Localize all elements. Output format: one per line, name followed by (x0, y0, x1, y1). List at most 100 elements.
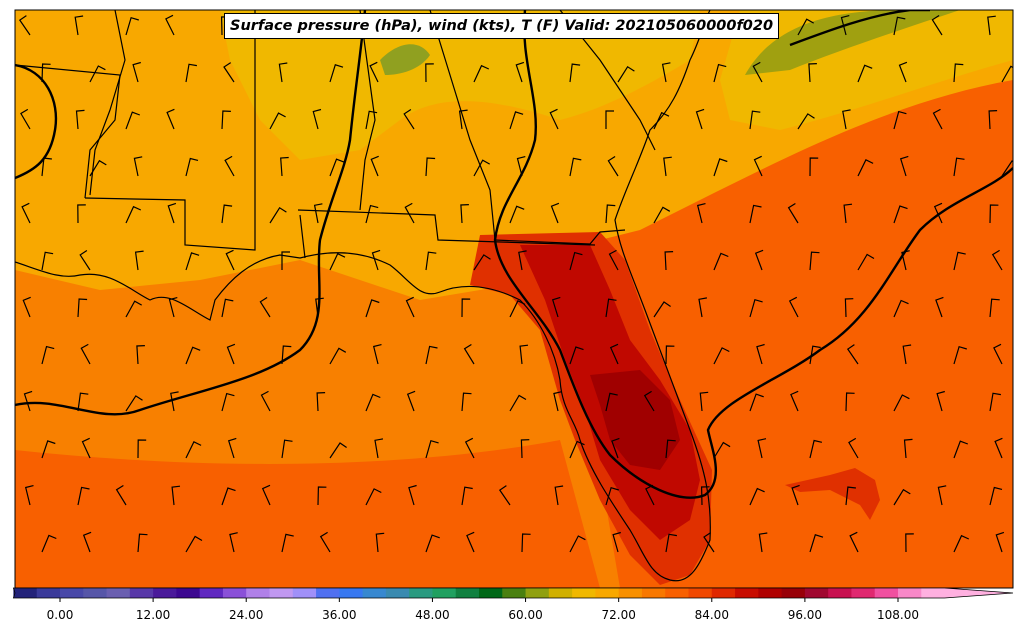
wind-barb (703, 532, 715, 553)
wind-barb (185, 346, 201, 365)
colorbar-swatch (735, 588, 759, 598)
wind-barb (375, 532, 385, 553)
wind-barb (988, 110, 998, 130)
wind-barb (902, 344, 912, 365)
wind-barb (611, 437, 620, 459)
colorbar-swatch (13, 588, 38, 598)
wind-barb (516, 156, 526, 177)
wind-barb (809, 251, 820, 271)
wind-barb (893, 16, 906, 36)
wind-barb (515, 61, 525, 83)
colorbar-swatch (269, 588, 294, 598)
wind-barb (473, 159, 490, 177)
wind-barb (665, 533, 677, 553)
wind-barb (370, 155, 379, 177)
wind-barb (617, 65, 635, 83)
wind-barb (989, 486, 1003, 506)
wind-barb (229, 532, 238, 553)
wind-barb (953, 345, 967, 365)
wind-barb (749, 393, 764, 412)
wind-barb (842, 109, 851, 130)
wind-barb (749, 487, 765, 506)
wind-barb (519, 344, 529, 365)
colorbar-swatch (60, 588, 84, 598)
wind-barb (569, 440, 585, 459)
wind-barb (953, 251, 966, 271)
wind-barb (993, 343, 1003, 365)
wind-barb (893, 205, 908, 224)
southern-gulf-field (15, 440, 600, 588)
wind-barb (752, 61, 763, 83)
colorbar-swatch (828, 588, 853, 598)
mississippi-river (89, 10, 126, 196)
wind-barb (797, 18, 814, 36)
wind-barb (125, 111, 141, 130)
wind-barb (953, 534, 970, 553)
wind-barb (425, 345, 438, 365)
colorbar-swatch (781, 588, 806, 598)
colorbar-swatch (199, 588, 224, 598)
wind-barb (226, 343, 236, 365)
wind-barb (372, 344, 382, 365)
wind-barb (713, 158, 728, 177)
wind-barb (225, 249, 235, 271)
wind-barb (185, 440, 202, 459)
wind-barb (843, 203, 853, 224)
wind-barb (329, 347, 347, 365)
wind-barb (405, 296, 415, 318)
cuba-field (785, 468, 880, 520)
map-area (15, 10, 1013, 588)
colorbar-swatch (339, 588, 364, 598)
wind-barb (171, 485, 181, 506)
colorbar-swatch (316, 588, 340, 598)
colorbar-tick-label: 0.00 (47, 608, 74, 622)
wind-barb (933, 202, 943, 224)
colorbar-swatch (246, 588, 271, 598)
wind-barb (425, 63, 434, 83)
wind-barb (758, 532, 768, 553)
wind-barb (425, 534, 440, 553)
wind-barb (569, 63, 581, 83)
wind-barb (653, 301, 671, 318)
wind-barb (953, 63, 964, 83)
wind-barb (134, 250, 144, 271)
colorbar-swatch (83, 588, 108, 598)
wind-barb (221, 298, 234, 318)
wind-barb (281, 533, 294, 553)
wind-barb (261, 484, 271, 506)
wind-barb (857, 253, 875, 271)
wind-barb (371, 249, 381, 271)
wind-barb (797, 113, 815, 130)
wind-barb (713, 441, 731, 459)
wind-barb (374, 438, 384, 459)
wind-barb (846, 344, 859, 365)
wind-barb (569, 346, 584, 365)
wind-barb (41, 534, 57, 553)
wind-barb (509, 394, 527, 412)
wind-barb (278, 62, 288, 83)
colorbar-ticks: 0.00 12.00 24.00 36.00 48.00 60.00 72.00 84.00 9… (47, 598, 919, 622)
wind-barb (663, 156, 672, 177)
wind-barb (329, 64, 344, 83)
wind-barb (665, 439, 676, 459)
wind-barb (316, 392, 326, 412)
wind-barb (520, 439, 530, 459)
wind-barb (518, 250, 527, 271)
wind-barb (41, 63, 51, 83)
wind-barb (554, 485, 564, 506)
wind-barb (553, 391, 562, 412)
wind-barb (408, 484, 417, 506)
wind-barb (937, 485, 947, 506)
colorbar-tick-label: 48.00 (415, 608, 449, 622)
wind-barb (425, 439, 439, 459)
wind-barb (80, 343, 91, 365)
wind-barb (77, 392, 89, 412)
wind-barb (605, 298, 617, 318)
wind-barb (713, 63, 727, 83)
wind-barb (406, 390, 416, 412)
wind-barb (661, 62, 671, 83)
wind-barb (612, 531, 621, 553)
wind-barb (466, 531, 475, 553)
wind-barb (569, 157, 582, 177)
